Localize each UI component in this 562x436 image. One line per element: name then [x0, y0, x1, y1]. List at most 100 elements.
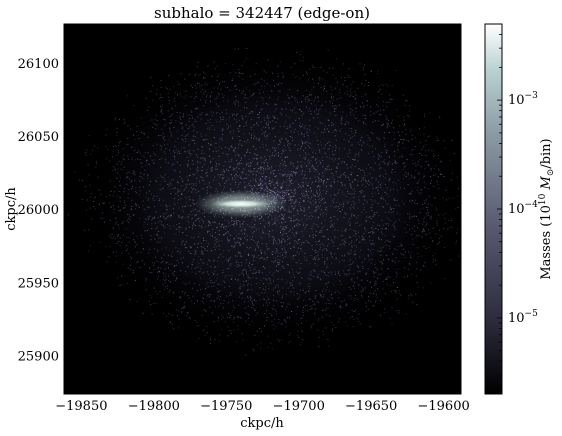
halo-particle — [183, 190, 185, 192]
halo-particle — [188, 297, 190, 299]
halo-particle — [115, 261, 117, 263]
halo-particle — [423, 218, 425, 220]
halo-particle — [324, 128, 325, 130]
halo-particle — [393, 225, 395, 227]
halo-particle — [444, 278, 446, 280]
halo-particle — [197, 82, 199, 84]
halo-particle — [212, 228, 214, 230]
halo-particle — [367, 299, 369, 301]
halo-particle — [232, 137, 234, 139]
halo-particle — [216, 216, 217, 218]
halo-particle — [370, 231, 372, 233]
halo-particle — [194, 214, 196, 216]
halo-particle — [233, 117, 235, 119]
halo-particle — [282, 148, 284, 150]
halo-particle — [327, 238, 329, 240]
halo-particle — [301, 102, 303, 104]
halo-particle — [320, 105, 322, 107]
halo-particle — [253, 138, 254, 139]
halo-particle — [176, 224, 178, 225]
halo-particle — [396, 298, 398, 300]
halo-particle — [160, 135, 162, 136]
halo-particle — [264, 136, 266, 138]
halo-particle — [385, 223, 387, 224]
halo-particle — [186, 197, 188, 199]
halo-particle — [429, 218, 431, 220]
halo-particle — [380, 198, 382, 199]
halo-particle — [325, 309, 327, 311]
halo-particle — [417, 253, 419, 254]
halo-particle — [261, 217, 263, 219]
halo-particle — [310, 183, 312, 185]
halo-particle — [198, 256, 200, 258]
halo-particle — [150, 155, 151, 157]
halo-particle — [300, 173, 302, 175]
halo-particle — [351, 213, 353, 215]
halo-particle — [337, 218, 339, 220]
halo-particle — [139, 159, 141, 160]
halo-particle — [278, 222, 280, 224]
halo-particle — [258, 294, 260, 296]
halo-particle — [301, 210, 302, 212]
halo-particle — [229, 317, 231, 319]
halo-particle — [238, 136, 240, 138]
halo-particle — [419, 178, 421, 180]
halo-particle — [315, 170, 317, 172]
halo-particle — [86, 199, 88, 201]
halo-particle — [305, 89, 307, 91]
halo-particle — [359, 241, 361, 243]
halo-particle — [317, 97, 319, 99]
halo-particle — [392, 119, 393, 121]
halo-particle — [254, 219, 256, 221]
halo-particle — [378, 163, 380, 165]
halo-particle — [381, 93, 383, 95]
halo-particle — [355, 240, 357, 241]
halo-particle — [307, 98, 309, 100]
halo-particle — [338, 203, 340, 205]
halo-particle — [223, 216, 225, 218]
halo-particle — [224, 276, 226, 278]
halo-particle — [195, 108, 197, 110]
halo-particle — [281, 245, 282, 247]
halo-particle — [444, 218, 446, 220]
halo-particle — [341, 301, 343, 303]
halo-particle — [318, 110, 320, 112]
halo-particle — [271, 348, 273, 350]
halo-particle — [318, 173, 320, 175]
halo-particle — [154, 248, 156, 250]
halo-particle — [276, 187, 278, 189]
halo-particle — [141, 166, 143, 168]
halo-particle — [301, 218, 303, 220]
halo-particle — [226, 236, 228, 238]
halo-particle — [223, 95, 225, 97]
halo-particle — [290, 217, 292, 219]
halo-particle — [358, 151, 360, 153]
halo-particle — [270, 172, 272, 174]
halo-particle — [277, 264, 279, 266]
halo-particle — [260, 166, 262, 168]
halo-particle — [169, 128, 171, 130]
halo-particle — [195, 87, 197, 89]
halo-particle — [160, 215, 162, 217]
halo-particle — [179, 190, 181, 192]
halo-particle — [269, 183, 271, 185]
halo-particle — [365, 79, 367, 81]
halo-particle — [240, 73, 242, 74]
halo-particle — [260, 162, 262, 163]
halo-particle — [298, 239, 299, 241]
halo-particle — [344, 201, 345, 203]
halo-particle — [277, 76, 279, 77]
halo-particle — [397, 145, 399, 147]
halo-particle — [375, 228, 377, 230]
halo-particle — [239, 176, 241, 178]
halo-particle — [191, 208, 193, 210]
halo-particle — [288, 97, 290, 99]
halo-particle — [349, 228, 351, 230]
halo-particle — [266, 190, 268, 192]
halo-particle — [344, 266, 346, 268]
halo-particle — [299, 148, 301, 150]
halo-particle — [187, 166, 189, 168]
halo-particle — [321, 198, 323, 200]
halo-particle — [89, 207, 91, 209]
halo-particle — [297, 324, 299, 326]
